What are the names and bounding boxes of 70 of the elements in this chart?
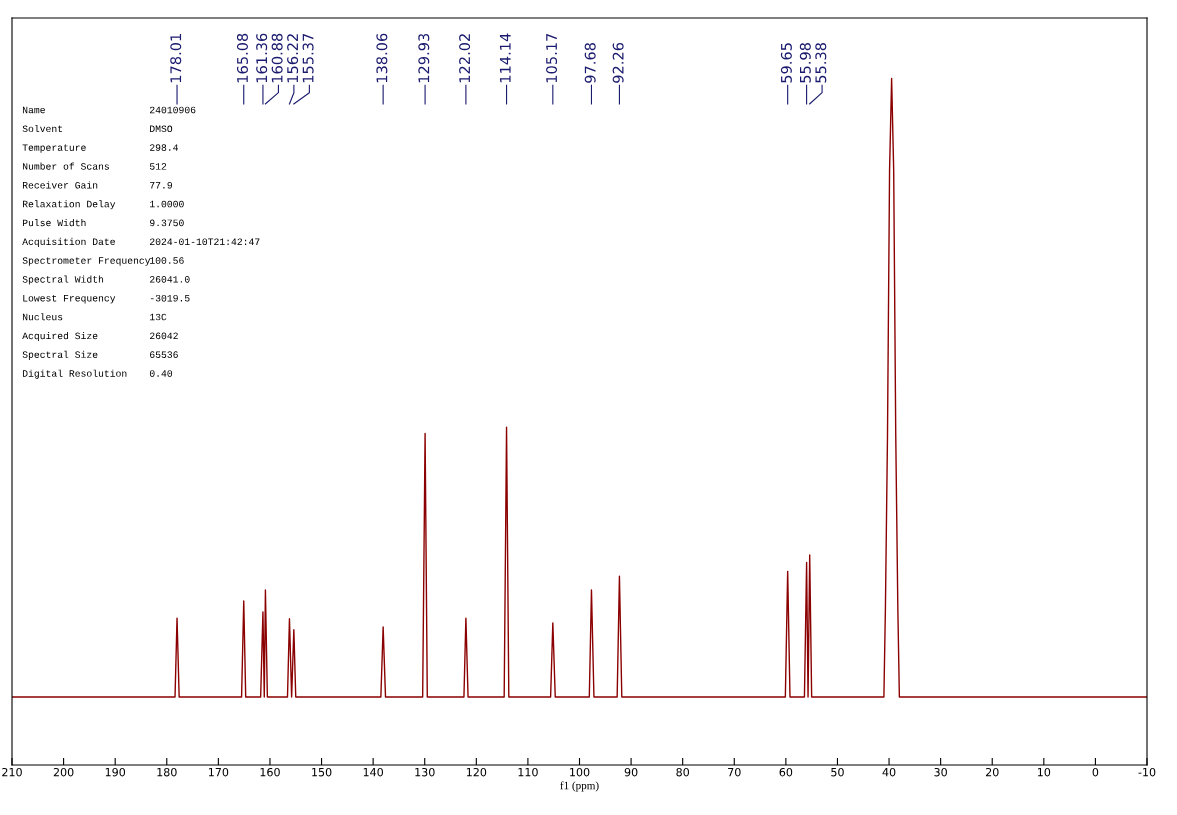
annotation: 178.01: [170, 34, 182, 83]
annotation: Temperature: [22, 144, 86, 153]
annotation: Receiver Gain: [22, 181, 98, 189]
x-tick-label: 80: [676, 767, 690, 777]
annotation: Lowest Frequency: [23, 294, 116, 304]
annotation: 92.26: [612, 42, 624, 83]
annotation: 156.22: [287, 34, 299, 83]
annotation: Number of Scans: [22, 162, 109, 170]
annotation: 155.37: [302, 33, 314, 83]
annotation: 298.4: [150, 144, 179, 151]
x-tick-label: 100: [570, 767, 590, 777]
x-axis-title: f1 (ppm): [560, 781, 599, 792]
annotation: 512: [149, 163, 167, 170]
annotation: 9.3750: [150, 219, 184, 227]
x-tick-label: 150: [312, 767, 332, 777]
annotation: Name: [22, 106, 45, 114]
x-tick-label: 180: [157, 767, 177, 777]
annotation: Spectral Width: [22, 275, 104, 285]
annotation: 160.88: [271, 33, 283, 83]
annotation: 114.14: [499, 33, 511, 83]
annotation: 26042: [150, 332, 178, 340]
x-tick-label: 10: [1037, 767, 1051, 777]
annotation: Spectrometer Frequency: [22, 257, 151, 266]
annotation: 1.0000: [150, 200, 184, 208]
x-tick-label: -10: [1138, 767, 1156, 777]
x-tick-label: 90: [624, 767, 638, 777]
annotation: Pulse Width: [22, 219, 86, 227]
x-tick-label: 130: [415, 767, 435, 777]
x-tick-label: 50: [831, 767, 844, 777]
x-tick-label: 210: [2, 767, 22, 777]
annotation: 161.36: [256, 33, 268, 83]
annotation: 26041.0: [150, 276, 190, 283]
annotation: Spectral Size: [22, 350, 98, 360]
annotation: 77.9: [150, 181, 172, 189]
x-tick-label: 170: [208, 767, 229, 777]
annotation: 100.56: [150, 257, 184, 264]
annotation: Digital Resolution: [22, 369, 127, 379]
annotation: 24010906: [150, 106, 196, 114]
x-tick-label: 70: [728, 767, 741, 777]
annotation: DMSO: [150, 125, 173, 133]
annotation: 122.02: [459, 34, 471, 83]
annotation: 55.98: [799, 42, 811, 83]
annotation: 65536: [150, 351, 178, 358]
x-tick-label: 60: [779, 767, 793, 777]
x-tick-label: 190: [105, 767, 126, 777]
x-tick-label: 20: [985, 767, 999, 777]
x-tick-label: 160: [260, 767, 280, 777]
annotation: 165.08: [236, 33, 248, 83]
x-tick-label: 200: [53, 767, 74, 777]
annotation: 0.40: [149, 370, 173, 377]
x-tick-label: 0: [1092, 767, 1099, 777]
annotation: 97.68: [584, 42, 596, 83]
x-tick-label: 140: [363, 767, 383, 777]
x-tick-label: 110: [518, 767, 538, 777]
annotation: 13C: [150, 313, 167, 321]
annotation: 55.38: [815, 42, 827, 83]
x-tick-label: 40: [882, 767, 896, 777]
annotation: Acquisition Date: [22, 237, 115, 247]
annotation: 129.93: [418, 33, 430, 83]
annotation: Acquired Size: [22, 331, 98, 342]
annotation: Nucleus: [22, 313, 63, 321]
annotation: Solvent: [22, 124, 63, 133]
annotation: Relaxation Delay: [22, 200, 116, 210]
annotation: 2024-01-10T21:42:47: [150, 238, 260, 246]
x-tick-label: 30: [934, 767, 947, 777]
x-tick-label: 120: [466, 767, 487, 777]
annotation: 138.06: [376, 33, 388, 83]
annotation: 105.17: [546, 33, 558, 83]
annotation: -3019.5: [150, 294, 190, 302]
annotation: 59.65: [780, 43, 792, 83]
